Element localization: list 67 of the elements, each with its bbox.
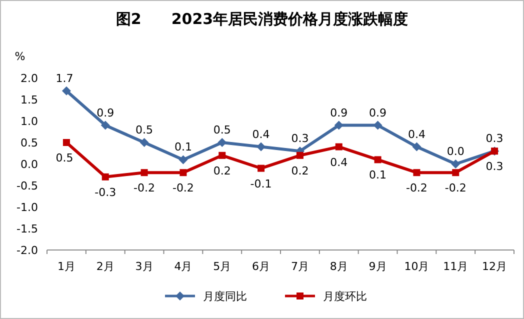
point (180, 169, 187, 176)
y-tick-label: -2.0 (16, 244, 38, 257)
x-tick-label: 10月 (404, 260, 430, 273)
x-tick-label: 5月 (213, 260, 232, 273)
data-label: 0.9 (96, 106, 114, 120)
point (413, 169, 420, 176)
data-label: 1.7 (56, 72, 74, 85)
point (62, 86, 71, 96)
point (296, 152, 304, 159)
point (100, 120, 110, 130)
point (218, 152, 226, 159)
x-tick-label: 3月 (135, 260, 154, 273)
legend-label: 月度环比 (323, 290, 367, 303)
data-label: 0.3 (291, 132, 309, 146)
x-tick-label: 1月 (57, 260, 76, 273)
data-label: -0.2 (444, 182, 466, 195)
data-label: -0.2 (172, 182, 194, 195)
x-tick-label: 9月 (368, 260, 387, 273)
y-axis-title: % (14, 50, 26, 63)
y-tick-label: 0.5 (20, 136, 38, 150)
x-tick-label: 7月 (290, 260, 309, 273)
chart-title: 图2 2023年居民消费价格月度涨跌幅度 (116, 10, 408, 28)
data-label: -0.2 (406, 182, 428, 195)
data-label: 0.2 (291, 164, 309, 178)
y-tick-label: -1.5 (16, 222, 38, 236)
data-label: 0.4 (408, 128, 426, 141)
x-tick-label: 8月 (330, 260, 348, 273)
point (451, 160, 460, 168)
data-label: 0.0 (446, 145, 464, 158)
data-label: 0.5 (136, 124, 154, 136)
data-label: -0.1 (250, 177, 272, 190)
data-label: -0.2 (134, 182, 156, 195)
x-tick-label: 4月 (174, 260, 192, 273)
y-tick-label: 1.0 (20, 115, 38, 128)
point (452, 169, 460, 176)
point (374, 156, 382, 164)
data-label: 0.9 (369, 106, 387, 120)
y-tick-label: 0.0 (20, 158, 38, 171)
data-label: 0.3 (486, 132, 504, 146)
point (412, 142, 422, 152)
y-tick-label: 2.0 (20, 72, 38, 85)
data-label: 0.4 (330, 156, 348, 169)
legend-label: 月度同比 (203, 290, 247, 303)
data-label: 0.9 (330, 106, 348, 120)
x-tick-label: 6月 (252, 260, 270, 273)
x-tick-label: 11月 (443, 260, 468, 273)
y-tick-label: -0.5 (16, 180, 38, 192)
data-label: 0.1 (369, 168, 387, 182)
y-tick-label: -1.0 (16, 201, 38, 214)
point (178, 155, 188, 164)
y-tick-label: 1.5 (20, 94, 38, 106)
point (102, 173, 109, 180)
point (140, 169, 148, 176)
point (256, 142, 266, 152)
point (140, 138, 149, 147)
data-label: 0.5 (56, 152, 74, 164)
data-label: -0.3 (94, 186, 116, 199)
data-label: 0.1 (174, 140, 192, 154)
point (335, 143, 342, 150)
x-tick-label: 2月 (96, 260, 114, 273)
data-label: 0.3 (486, 160, 504, 174)
point (62, 139, 70, 146)
point (258, 164, 265, 172)
data-label: 0.2 (213, 164, 231, 178)
data-label: 0.4 (252, 128, 270, 141)
x-tick-label: 12月 (482, 260, 508, 273)
data-label: 0.5 (213, 124, 231, 136)
